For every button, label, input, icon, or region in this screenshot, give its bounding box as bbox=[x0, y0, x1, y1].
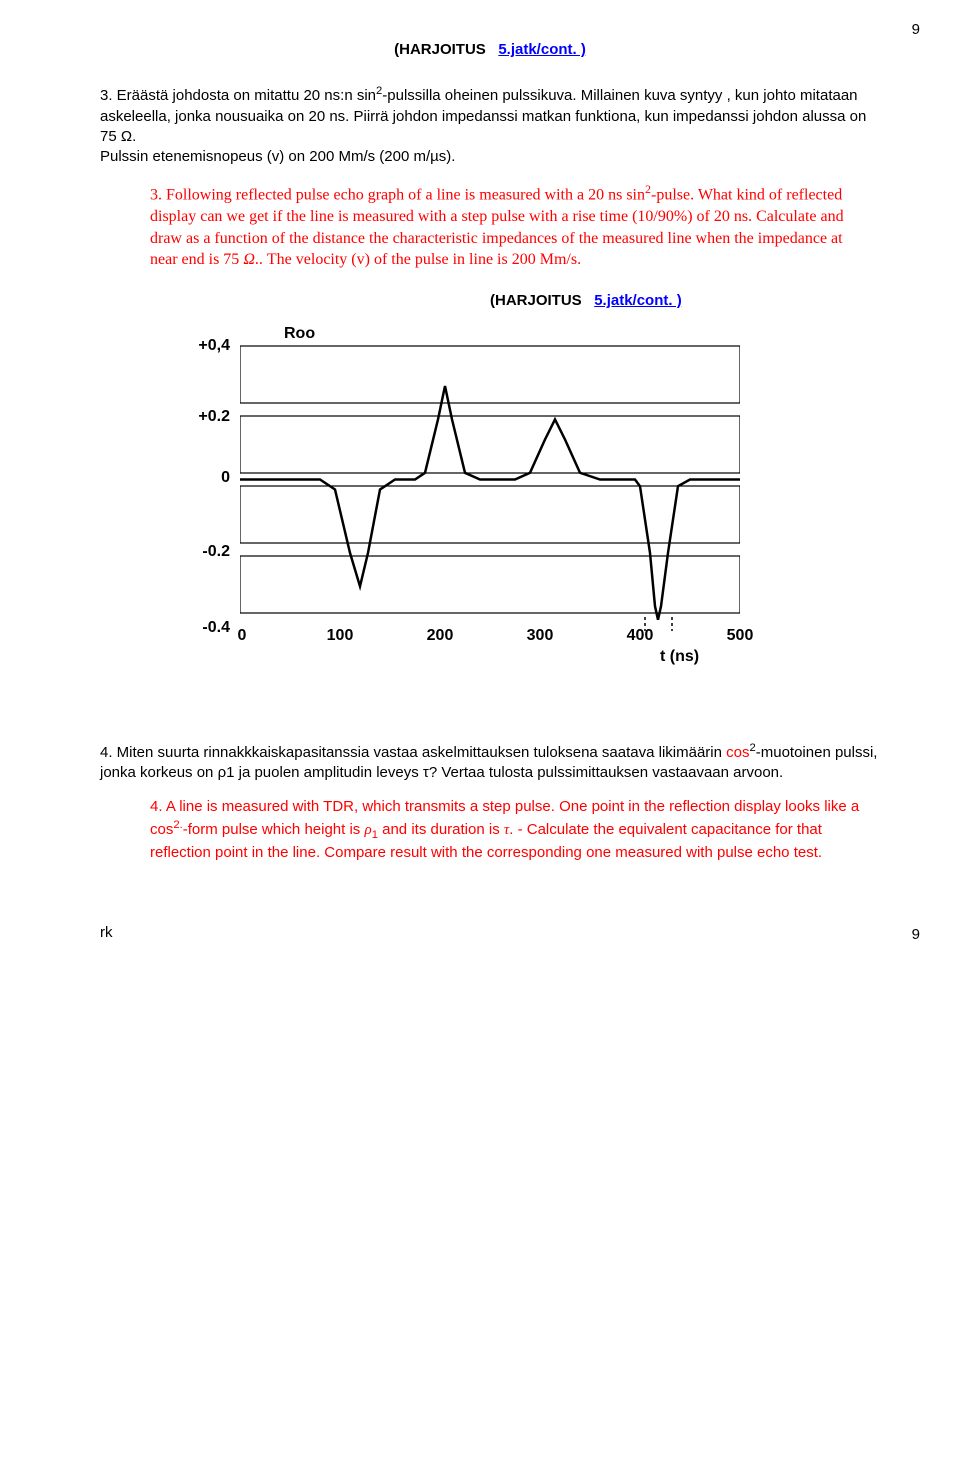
q3-red-omega: Ω bbox=[243, 251, 255, 268]
pulse-echo-chart: (HARJOITUS 5.jatk/cont. ) Roo +0,4 +0.2 … bbox=[180, 291, 820, 711]
xtick-5: 500 bbox=[720, 625, 760, 647]
chart-plot-area bbox=[240, 321, 740, 631]
question-3-english: 3. Following reflected pulse echo graph … bbox=[150, 181, 860, 271]
grid-row bbox=[240, 416, 740, 473]
xtick-0: 0 bbox=[222, 625, 262, 647]
xtick-2: 200 bbox=[420, 625, 460, 647]
xtick-4: 400 bbox=[620, 625, 660, 647]
ytick-0: +0,4 bbox=[180, 335, 230, 357]
grid-row bbox=[240, 486, 740, 543]
xtick-3: 300 bbox=[520, 625, 560, 647]
ytick-1: +0.2 bbox=[180, 406, 230, 428]
title-prefix: (HARJOITUS bbox=[394, 41, 486, 58]
chart-title-link: 5.jatk/cont. ) bbox=[594, 292, 682, 309]
x-axis-title: t (ns) bbox=[660, 646, 699, 668]
question-4-finnish: 4. Miten suurta rinnakkkaiskapasitanssia… bbox=[100, 741, 880, 784]
question-3-finnish: 3. Eräästä johdosta on mitattu 20 ns:n s… bbox=[100, 84, 880, 167]
q3-text-c: Pulssin etenemisnopeus (v) on 200 Mm/s (… bbox=[100, 148, 455, 165]
title-link: 5.jatk/cont. ) bbox=[498, 41, 586, 58]
author-initials: rk bbox=[100, 923, 880, 943]
ytick-3: -0.2 bbox=[180, 541, 230, 563]
q3-red-a: 3. Following reflected pulse echo graph … bbox=[150, 187, 645, 204]
q3-text-a: 3. Eräästä johdosta on mitattu 20 ns:n s… bbox=[100, 87, 376, 104]
q4-red-rho: ρ bbox=[364, 822, 371, 838]
ytick-2: 0 bbox=[180, 467, 230, 489]
grid-row bbox=[240, 346, 740, 403]
chart-title: (HARJOITUS 5.jatk/cont. ) bbox=[490, 291, 682, 311]
xtick-1: 100 bbox=[320, 625, 360, 647]
chart-title-prefix: (HARJOITUS bbox=[490, 292, 582, 309]
page-number-top: 9 bbox=[912, 20, 920, 40]
page-number-bottom: 9 bbox=[912, 925, 920, 945]
q4-red-a-sup: 2. bbox=[173, 819, 182, 831]
question-4-english: 4. A line is measured with TDR, which tr… bbox=[150, 797, 860, 863]
q4-text-a: 4. Miten suurta rinnakkkaiskapasitanssia… bbox=[100, 744, 726, 761]
q4-red-d: and its duration is bbox=[378, 821, 504, 838]
q4-red-b: -form pulse which height is bbox=[183, 821, 365, 838]
exercise-title: (HARJOITUS 5.jatk/cont. ) bbox=[100, 40, 880, 60]
q4-red-inline: cos bbox=[726, 744, 749, 761]
data-line bbox=[240, 386, 740, 620]
q3-red-d: .. The velocity (v) of the pulse in line… bbox=[255, 251, 581, 268]
